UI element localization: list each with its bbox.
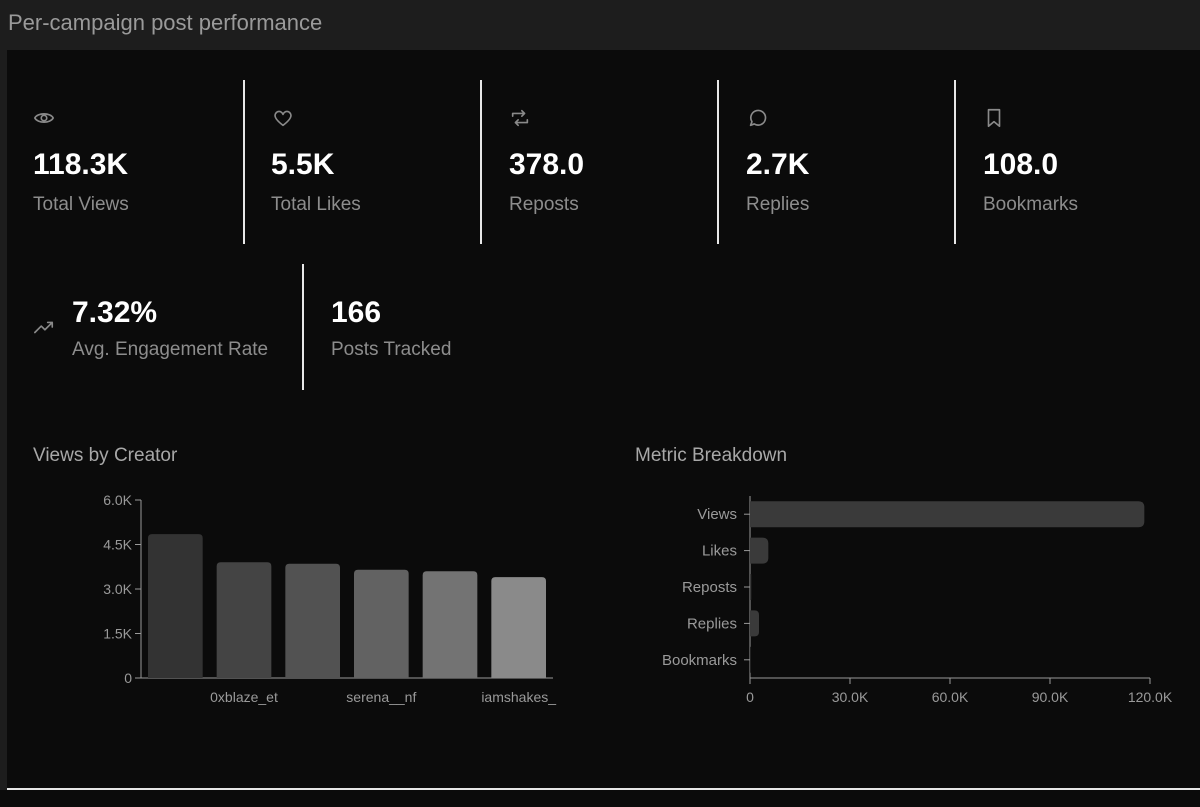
- stat-label: Total Likes: [271, 194, 361, 215]
- eye-icon: [33, 113, 55, 123]
- bar: [750, 501, 1145, 528]
- stat-value: 166: [331, 296, 382, 329]
- y-tick-label: 0: [124, 670, 132, 686]
- bookmark-icon: [987, 108, 1001, 128]
- stat-divider: [302, 264, 304, 390]
- x-tick-label: 0xblaze_et: [210, 689, 278, 705]
- bar: [148, 534, 203, 678]
- stat-label: Bookmarks: [983, 194, 1079, 215]
- stat-label: Avg. Engagement Rate: [72, 339, 269, 360]
- metric-breakdown-title: Metric Breakdown: [635, 445, 788, 466]
- y-tick-label: Likes: [702, 543, 737, 560]
- bar: [750, 610, 759, 637]
- stat-label: Reposts: [509, 194, 579, 215]
- bottom-divider: [7, 788, 1200, 790]
- x-tick-label: serena__nf: [346, 689, 416, 705]
- bar: [422, 571, 478, 678]
- stat-label: Replies: [746, 194, 810, 215]
- y-tick-label: Replies: [687, 615, 737, 632]
- stat-value: 108.0: [983, 148, 1059, 181]
- bar: [750, 646, 751, 673]
- heart-icon: [274, 110, 292, 127]
- stat-value: 378.0: [509, 148, 585, 181]
- x-tick-label: 30.0K: [832, 689, 869, 705]
- bar: [285, 563, 340, 678]
- stat-value: 118.3K: [33, 148, 129, 181]
- y-tick-label: 6.0K: [103, 492, 132, 508]
- footer-area: [0, 790, 1200, 807]
- bar: [354, 569, 409, 678]
- y-tick-label: 3.0K: [103, 581, 132, 597]
- bar: [750, 537, 769, 564]
- stat-label: Total Views: [33, 194, 129, 215]
- stat-value: 7.32%: [72, 296, 158, 329]
- y-tick-label: Reposts: [682, 579, 737, 596]
- x-tick-label: 60.0K: [932, 689, 969, 705]
- stat-divider: [717, 80, 719, 244]
- x-tick-label: 0: [746, 689, 754, 705]
- bar: [216, 562, 272, 678]
- stat-divider: [243, 80, 245, 244]
- y-tick-label: 4.5K: [103, 537, 132, 553]
- stat-value: 5.5K: [271, 148, 335, 181]
- y-tick-label: Views: [697, 506, 737, 523]
- stat-divider: [480, 80, 482, 244]
- views-by-creator-title: Views by Creator: [33, 445, 178, 466]
- views-by-creator-chart: 0 1.5K 3.0K 4.5K 6.0K 0xblaze_et serena__nf iam…: [103, 492, 556, 705]
- reply-icon: [749, 109, 767, 127]
- x-tick-label: 120.0K: [1128, 689, 1173, 705]
- stat-divider: [954, 80, 956, 244]
- stat-value: 2.7K: [746, 148, 810, 181]
- repost-icon: [511, 109, 529, 127]
- trending-up-icon: [34, 321, 54, 334]
- metric-breakdown-chart: 0 30.0K 60.0K 90.0K 120.0K Views Likes Reposts R…: [662, 496, 1173, 705]
- y-tick-label: 1.5K: [103, 626, 132, 642]
- bar: [491, 577, 546, 678]
- bar: [750, 574, 752, 600]
- title-bar: [0, 0, 1200, 50]
- dashboard-panel: [7, 50, 1200, 790]
- stat-label: Posts Tracked: [331, 339, 452, 360]
- y-tick-label: Bookmarks: [662, 652, 737, 669]
- x-tick-label: iamshakes_: [481, 689, 556, 705]
- page-title: Per-campaign post performance: [8, 10, 323, 35]
- x-tick-label: 90.0K: [1032, 689, 1069, 705]
